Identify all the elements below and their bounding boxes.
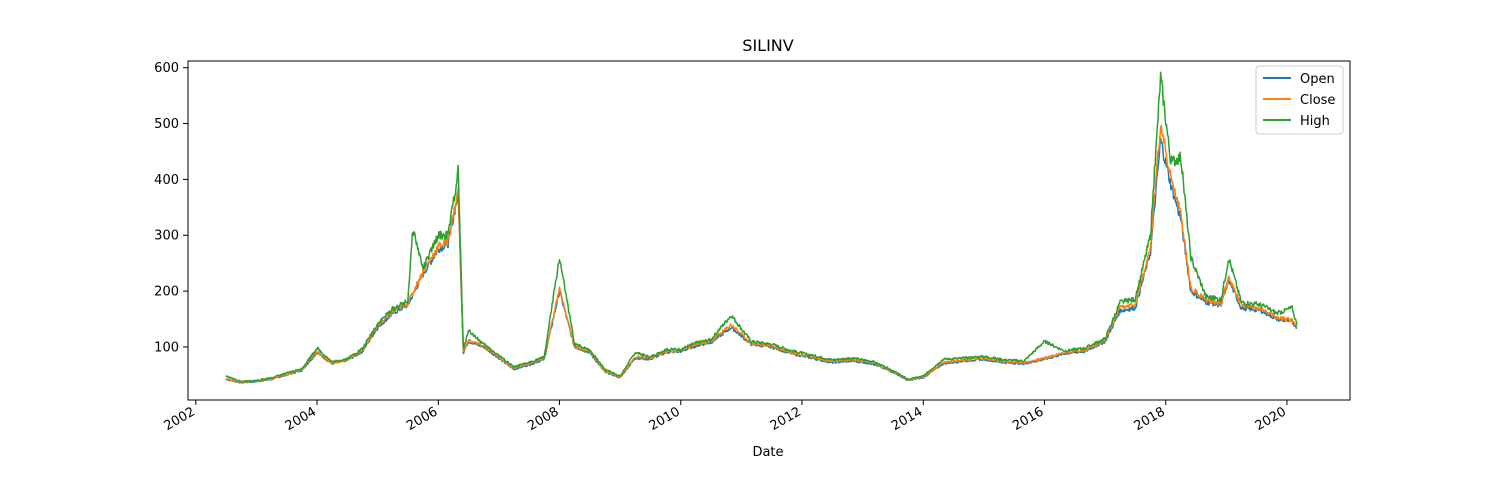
legend: Open Close High xyxy=(1255,65,1344,135)
plot-frame xyxy=(187,60,1351,401)
y-tick-label: 200 xyxy=(154,285,179,300)
legend-label-open: Open xyxy=(1300,72,1335,87)
legend-label-close: Close xyxy=(1300,93,1335,108)
y-axis: 100 200 300 400 500 600 xyxy=(154,61,188,355)
y-tick-label: 400 xyxy=(154,173,179,188)
y-tick-label: 500 xyxy=(154,117,179,132)
plot-area xyxy=(225,71,1298,384)
y-tick-label: 300 xyxy=(154,229,179,244)
y-tick-label: 600 xyxy=(154,61,179,76)
legend-label-high: High xyxy=(1300,114,1330,129)
y-tick-label: 100 xyxy=(154,340,179,355)
x-axis-label: Date xyxy=(752,445,783,460)
series-line-high xyxy=(225,71,1298,383)
legend-box xyxy=(1255,65,1344,135)
chart-title: SILINV xyxy=(742,36,793,55)
